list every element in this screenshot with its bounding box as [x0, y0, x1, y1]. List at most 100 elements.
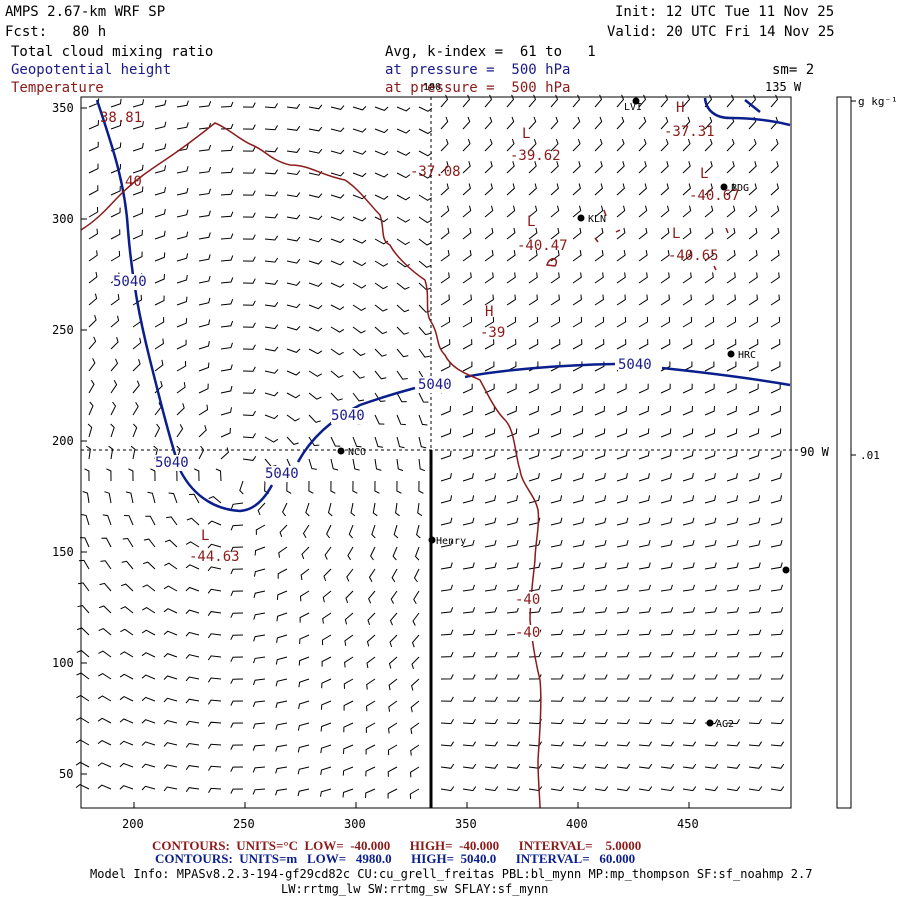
wind-barb: [594, 294, 604, 306]
station-nco-label: NCO: [348, 447, 367, 458]
wind-barb: [418, 304, 431, 313]
wind-barb: [484, 183, 493, 196]
wind-barb: [124, 514, 134, 526]
height-contour-east: [464, 362, 791, 387]
wind-barb: [163, 786, 178, 792]
wind-barb: [506, 719, 520, 725]
wind-barb: [528, 495, 541, 504]
wind-barb: [726, 651, 740, 658]
wind-barb: [122, 537, 134, 548]
wind-barb: [572, 696, 586, 702]
wind-barb: [748, 361, 759, 372]
wind-barb: [704, 562, 717, 570]
wind-barb: [396, 238, 410, 246]
wind-barb: [207, 699, 222, 705]
temp-marker-l1: L: [522, 126, 531, 142]
wind-barb: [97, 762, 112, 768]
plot-frame: [80, 96, 792, 809]
wind-barb: [550, 406, 561, 416]
wind-barb: [770, 450, 782, 460]
wind-barb: [396, 172, 411, 179]
wind-barb: [252, 744, 266, 751]
wind-barb: [230, 656, 244, 662]
wind-barb: [330, 238, 345, 244]
wind-barb: [704, 539, 717, 548]
wind-barb: [176, 296, 188, 306]
wind-barb: [616, 495, 629, 504]
wind-barb: [396, 128, 411, 134]
wind-barb: [770, 473, 782, 482]
wind-barb: [286, 214, 301, 220]
wind-barb: [220, 427, 231, 438]
wind-barb: [368, 568, 376, 582]
wind-barb: [550, 316, 561, 328]
wind-barb: [176, 100, 189, 108]
wind-barb: [330, 458, 339, 471]
wind-barb: [748, 205, 758, 218]
wind-barb: [660, 763, 675, 769]
wind-barb: [770, 607, 784, 614]
wind-barb: [726, 696, 740, 702]
wind-barb: [616, 94, 625, 108]
wind-barb: [366, 678, 376, 690]
wind-barb: [550, 161, 559, 174]
wind-barb: [726, 250, 736, 262]
wind-barb: [198, 101, 212, 108]
wind-barb: [410, 744, 420, 756]
wind-barb: [704, 473, 716, 482]
wind-barb: [242, 344, 256, 350]
wind-barb: [440, 339, 451, 350]
wind-barb: [119, 718, 134, 724]
wind-barb: [704, 607, 718, 614]
wind-barb: [396, 326, 409, 335]
wind-barb: [638, 562, 651, 570]
wind-barb: [286, 303, 301, 309]
wind-barb: [101, 537, 112, 548]
wind-barb: [770, 161, 779, 174]
wind-barb: [704, 361, 715, 372]
wind-barb: [462, 763, 477, 769]
wind-barb: [297, 766, 310, 775]
wind-barb: [594, 250, 604, 262]
wind-barb: [342, 788, 354, 798]
wind-barb: [726, 361, 737, 372]
wind-barb: [440, 674, 454, 680]
wind-barb: [418, 106, 433, 112]
wind-barb: [660, 272, 670, 284]
wind-barb: [163, 742, 178, 747]
temp-contour-main: [80, 122, 542, 809]
temp-label-11: -40: [515, 592, 541, 608]
wind-barb: [550, 138, 559, 152]
wind-barb: [660, 450, 672, 460]
y-label-300: 300: [52, 212, 74, 226]
wind-barb: [748, 161, 757, 174]
wind-barb: [176, 318, 188, 328]
wind-barb: [88, 206, 99, 218]
wind-barb: [572, 786, 587, 792]
wind-barb: [344, 634, 354, 646]
wind-barb: [374, 458, 382, 471]
lon-180-label: 180: [423, 82, 442, 93]
wind-barb: [230, 502, 244, 510]
wind-barb: [528, 272, 538, 284]
wind-barb: [330, 370, 344, 378]
wind-barb: [660, 786, 675, 792]
wind-barb: [550, 674, 564, 680]
wind-barb: [242, 256, 256, 262]
wind-barb: [550, 786, 565, 792]
wind-barb: [286, 348, 301, 353]
wind-barb: [352, 458, 360, 471]
wind-barb: [528, 339, 539, 350]
wind-barb: [484, 763, 499, 769]
wind-barb: [660, 383, 671, 394]
wind-barb: [154, 187, 166, 196]
wind-barb: [638, 183, 647, 196]
wind-barb: [320, 766, 332, 776]
wind-barb: [264, 257, 279, 263]
wind-barb: [163, 764, 178, 770]
wind-barb: [616, 138, 625, 152]
wind-barb: [352, 436, 362, 448]
wind-barb: [185, 698, 200, 704]
wind-barb: [440, 584, 453, 592]
wind-barb: [616, 629, 630, 636]
